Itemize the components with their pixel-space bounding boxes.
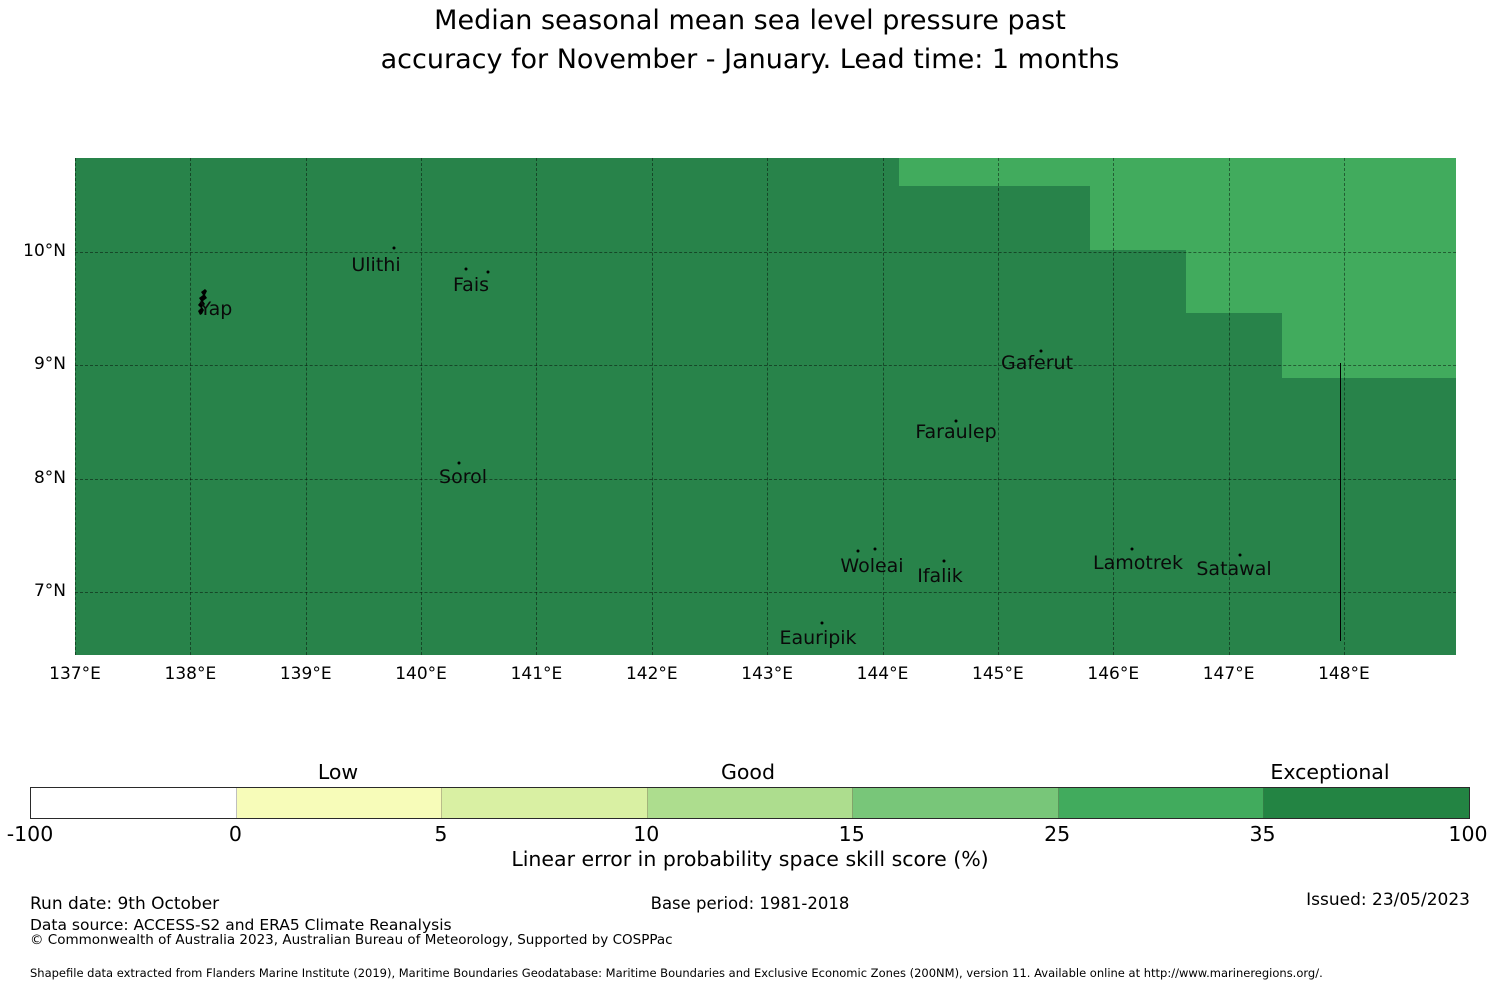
yap-island-shape — [195, 288, 211, 320]
colorbar-segment — [442, 788, 648, 818]
colorbar-segment — [647, 788, 854, 818]
colorbar-segment — [236, 788, 443, 818]
issued-date-text: Issued: 23/05/2023 — [1306, 890, 1470, 910]
island-dot — [954, 419, 958, 423]
island-dot — [1039, 349, 1043, 353]
shapefile-attribution-text: Shapefile data extracted from Flanders M… — [30, 966, 1323, 980]
run-date-text: Run date: 9th October — [30, 894, 220, 914]
skill-region-25-35 — [1186, 250, 1456, 313]
data-source-text: Data source: ACCESS-S2 and ERA5 Climate … — [30, 916, 452, 934]
colorbar-segment — [1264, 788, 1470, 818]
x-tick-label: 138°E — [164, 664, 217, 684]
island-label: Sorol — [439, 466, 487, 488]
eez-boundary-line — [1340, 363, 1341, 641]
latitude-gridline — [75, 478, 1456, 480]
colorbar-segment — [853, 788, 1059, 818]
island-dot — [464, 267, 468, 271]
y-tick-label: 9°N — [33, 354, 66, 375]
colorbar-tick-label: 15 — [838, 822, 865, 846]
longitude-gridline — [536, 158, 538, 655]
latitude-gridline — [75, 592, 1456, 594]
copyright-text: © Commonwealth of Australia 2023, Austra… — [30, 932, 673, 948]
longitude-gridline — [75, 158, 76, 655]
colorbar-tick-label: 0 — [228, 822, 242, 846]
island-label: Faraulep — [915, 421, 997, 443]
map-area: Yap Ulithi Fais Gaferut Faraulep Sorol Woleai I… — [75, 158, 1456, 655]
island-label: Ifalik — [917, 565, 963, 587]
colorbar-tick-label: -100 — [6, 822, 54, 846]
x-tick-label: 145°E — [972, 664, 1024, 684]
longitude-gridline — [997, 158, 999, 655]
y-tick-label: 7°N — [33, 581, 66, 602]
colorbar — [30, 787, 1470, 819]
longitude-gridline — [1228, 158, 1230, 655]
colorbar-tick-label: 5 — [434, 822, 448, 846]
longitude-gridline — [190, 158, 192, 655]
island-label: Lamotrek — [1093, 552, 1183, 574]
island-dot — [486, 270, 490, 274]
island-label: Fais — [452, 274, 490, 296]
island-dot — [856, 549, 860, 553]
island-dot — [457, 461, 461, 465]
colorbar-tick-label: 35 — [1249, 822, 1276, 846]
colorbar-tick-label: 100 — [1448, 822, 1488, 846]
longitude-gridline — [1113, 158, 1115, 655]
colorbar-tick-label: 10 — [633, 822, 660, 846]
island-label: Gaferut — [1000, 352, 1074, 374]
island-dot — [820, 621, 824, 625]
island-label: Woleai — [840, 555, 904, 577]
chart-title-line1: Median seasonal mean sea level pressure … — [434, 5, 1066, 36]
chart-title: Median seasonal mean sea level pressure … — [0, 2, 1500, 79]
colorbar-axis-label: Linear error in probability space skill … — [511, 847, 989, 871]
longitude-gridline — [651, 158, 653, 655]
longitude-gridline — [882, 158, 884, 655]
x-tick-label: 139°E — [279, 664, 332, 684]
x-tick-label: 148°E — [1318, 664, 1370, 684]
x-tick-label: 137°E — [49, 664, 101, 684]
y-tick-label: 8°N — [33, 467, 66, 488]
island-label: Ulithi — [351, 254, 401, 276]
x-tick-label: 142°E — [625, 664, 678, 684]
island-dot — [392, 246, 396, 250]
chart-title-line2: accuracy for November - January. Lead ti… — [380, 43, 1120, 75]
island-label: Satawal — [1196, 558, 1272, 580]
base-period-text: Base period: 1981-2018 — [650, 894, 850, 913]
colorbar-category-label: Good — [721, 760, 775, 784]
colorbar-category-label: Low — [317, 760, 359, 784]
latitude-gridline — [75, 252, 1456, 253]
skill-region-25-35 — [1282, 313, 1456, 378]
x-tick-label: 147°E — [1202, 664, 1255, 684]
colorbar-tick-label: 25 — [1044, 822, 1071, 846]
longitude-gridline — [767, 158, 769, 655]
y-tick-label: 10°N — [23, 241, 66, 261]
island-dot — [1130, 547, 1134, 551]
colorbar-segment — [1058, 788, 1265, 818]
longitude-gridline — [1343, 158, 1345, 655]
colorbar-category-label: Exceptional — [1270, 760, 1390, 784]
skill-region-25-35 — [1090, 186, 1456, 250]
x-tick-label: 140°E — [395, 664, 447, 684]
x-tick-label: 144°E — [856, 664, 909, 684]
colorbar-segment — [31, 788, 237, 818]
x-tick-label: 143°E — [741, 664, 794, 684]
x-tick-label: 146°E — [1087, 664, 1140, 684]
island-dot — [942, 559, 946, 563]
island-label: Yap — [199, 298, 233, 320]
island-dot — [873, 547, 877, 551]
island-label: Eauripik — [779, 627, 857, 649]
island-dot — [1238, 553, 1242, 557]
skill-region-25-35 — [899, 158, 1456, 186]
x-tick-label: 141°E — [510, 664, 563, 684]
longitude-gridline — [305, 158, 307, 655]
latitude-gridline — [75, 365, 1456, 367]
longitude-gridline — [421, 158, 423, 655]
